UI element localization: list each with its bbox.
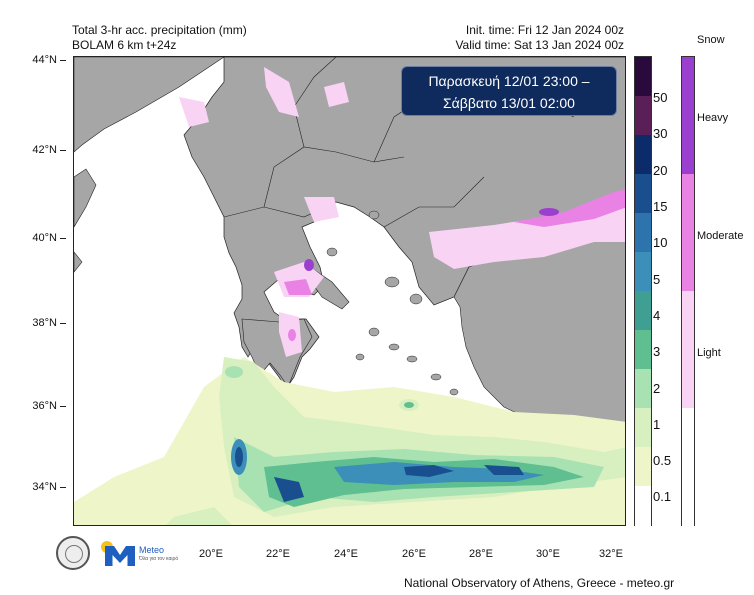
precip-legend-label: 50 (653, 90, 668, 105)
lon-label-26: 26°E (402, 548, 426, 560)
precip-colorbar (634, 56, 652, 526)
meteo-m-logo (105, 546, 135, 566)
snow-legend-heavy: Heavy (697, 112, 729, 124)
precipitation-map (73, 56, 626, 526)
lon-label-28: 28°E (469, 548, 493, 560)
lat-label-38: 38°N (32, 317, 66, 329)
precip-colorbar-segment (635, 135, 651, 175)
lon-label-30: 30°E (536, 548, 560, 560)
snow-colorbar-segment (682, 291, 694, 409)
lat-label-34: 34°N (32, 481, 66, 493)
valid-period-box: Παρασκευή 12/01 23:00 – Σάββατο 13/01 02… (401, 66, 617, 116)
precip-legend-label: 15 (653, 199, 668, 214)
precip-legend-label: 5 (653, 272, 661, 287)
model-label: BOLAM 6 km t+24z (72, 38, 177, 52)
precip-legend-label: 1 (653, 417, 661, 432)
land-italy (74, 57, 225, 273)
precip-legend-label: 0.5 (653, 453, 672, 468)
precip-legend-label: 30 (653, 126, 668, 141)
lon-label-22: 22°E (266, 548, 290, 560)
precip-colorbar-segment (635, 408, 651, 448)
noa-seal-logo (56, 536, 90, 570)
lon-label-32: 32°E (599, 548, 623, 560)
precip-colorbar-segment (635, 291, 651, 331)
snow-legend-title: Snow (697, 34, 725, 46)
init-time: Init. time: Fri 12 Jan 2024 00z (465, 23, 624, 37)
chart-title: Total 3-hr acc. precipitation (mm) (72, 23, 247, 37)
lat-label-42: 42°N (32, 144, 66, 156)
valid-period-line2: Σάββατο 13/01 02:00 (443, 95, 575, 111)
credit-text: National Observatory of Athens, Greece -… (404, 576, 675, 590)
lat-label-36: 36°N (32, 400, 66, 412)
precip-colorbar-segment (635, 369, 651, 409)
valid-time: Valid time: Sat 13 Jan 2024 00z (455, 38, 624, 52)
precip-legend-label: 4 (653, 308, 661, 323)
valid-period-line1: Παρασκευή 12/01 23:00 – (428, 73, 590, 89)
precip-field (74, 357, 625, 525)
lon-label-20: 20°E (199, 548, 223, 560)
lat-label-44: 44°N (32, 54, 66, 66)
precip-legend-label: 0.1 (653, 489, 672, 504)
snow-colorbar-segment (682, 408, 694, 526)
snow-legend-light: Light (697, 347, 721, 359)
precip-colorbar-segment (635, 174, 651, 214)
map-canvas (74, 57, 625, 525)
header-right: Init. time: Fri 12 Jan 2024 00z Valid ti… (455, 23, 624, 53)
precip-colorbar-segment (635, 486, 651, 526)
precip-colorbar-segment (635, 447, 651, 487)
header-left: Total 3-hr acc. precipitation (mm) BOLAM… (72, 23, 247, 53)
precip-legend-label: 2 (653, 381, 661, 396)
precip-colorbar-segment (635, 213, 651, 253)
snow-field (179, 67, 625, 357)
snow-colorbar-segment (682, 174, 694, 292)
precip-colorbar-segment (635, 330, 651, 370)
snow-colorbar-segment (682, 57, 694, 175)
precip-colorbar-segment (635, 57, 651, 97)
precip-legend-label: 3 (653, 344, 661, 359)
lat-label-40: 40°N (32, 232, 66, 244)
snow-legend-moderate: Moderate (697, 230, 744, 242)
precip-colorbar-segment (635, 96, 651, 136)
meteo-logo-subtitle: Όλα για τον καιρό (139, 556, 179, 562)
meteo-logo-text: Meteo (139, 545, 165, 555)
precip-colorbar-segment (635, 252, 651, 292)
precip-legend-label: 10 (653, 235, 668, 250)
snow-colorbar (681, 56, 695, 526)
precip-legend-label: 20 (653, 163, 668, 178)
lon-label-24: 24°E (334, 548, 358, 560)
